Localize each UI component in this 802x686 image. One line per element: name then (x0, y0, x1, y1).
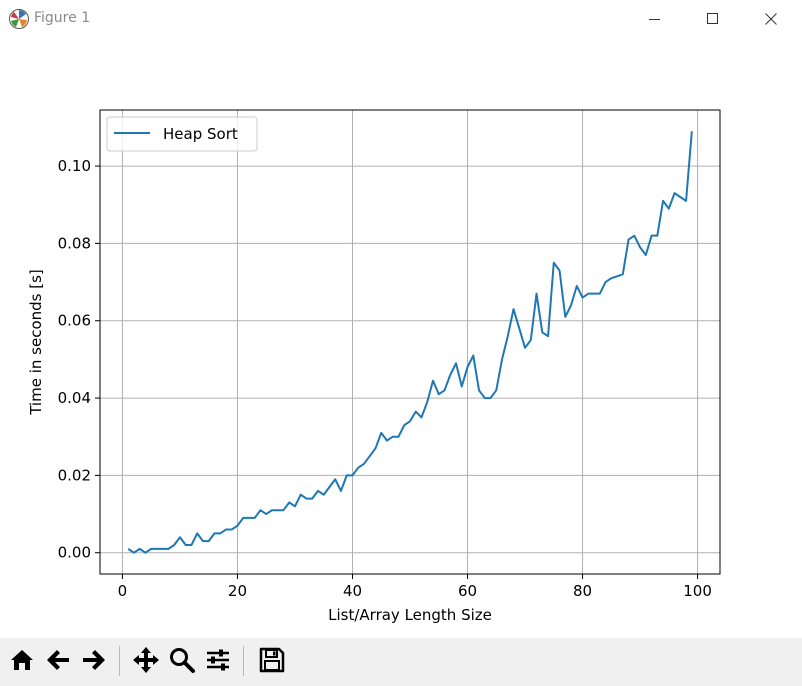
maximize-button[interactable] (684, 0, 742, 38)
x-axis-label: List/Array Length Size (328, 606, 492, 624)
y-tick-label: 0.02 (58, 466, 91, 484)
legend: Heap Sort (106, 116, 258, 152)
axes-frame (99, 109, 721, 575)
zoom-icon (168, 646, 196, 678)
maximize-icon (707, 10, 719, 29)
home-icon (8, 646, 36, 678)
y-tick-label: 0.10 (58, 157, 91, 175)
back-button[interactable] (40, 644, 76, 680)
configure-subplots-icon (204, 646, 232, 678)
zoom-button[interactable] (164, 644, 200, 680)
forward-arrow-icon (80, 646, 108, 678)
x-tick-label: 100 (683, 582, 712, 600)
x-tick-label: 60 (458, 582, 477, 600)
legend-box (106, 116, 258, 152)
pan-icon (132, 646, 160, 678)
pan-button[interactable] (128, 644, 164, 680)
save-button[interactable] (254, 644, 290, 680)
y-axis: 0.00 0.02 0.04 0.06 0.08 0.10 (58, 157, 100, 562)
window-titlebar: Figure 1 (0, 0, 802, 38)
y-tick-label: 0.00 (58, 544, 91, 562)
toolbar-separator (119, 646, 120, 676)
y-tick-label: 0.06 (58, 312, 91, 330)
x-axis: 0 20 40 60 80 100 (118, 574, 712, 600)
window-title: Figure 1 (34, 10, 91, 26)
forward-button[interactable] (76, 644, 112, 680)
save-icon (258, 646, 286, 678)
y-tick-label: 0.04 (58, 389, 91, 407)
figure-canvas[interactable]: 0 20 40 60 80 100 0.00 0.02 0.04 0.06 0.08 0.10 Li… (0, 38, 802, 638)
x-tick-label: 20 (228, 582, 247, 600)
navigation-toolbar (0, 638, 802, 686)
back-arrow-icon (44, 646, 72, 678)
grid-lines (100, 110, 720, 574)
x-tick-label: 80 (573, 582, 592, 600)
x-tick-label: 40 (343, 582, 362, 600)
y-tick-label: 0.08 (58, 234, 91, 252)
x-tick-label: 0 (118, 582, 128, 600)
close-icon (765, 10, 777, 29)
close-button[interactable] (742, 0, 800, 38)
y-axis-label: Time in seconds [s] (27, 269, 45, 416)
home-button[interactable] (4, 644, 40, 680)
legend-entry-label: Heap Sort (163, 125, 238, 143)
minimize-icon (649, 10, 661, 29)
line-chart: 0 20 40 60 80 100 0.00 0.02 0.04 0.06 0.08 0.10 Li… (27, 109, 721, 624)
toolbar-separator (243, 646, 244, 676)
series-line-heap-sort (127, 131, 693, 554)
configure-subplots-button[interactable] (200, 644, 236, 680)
matplotlib-icon (8, 8, 30, 30)
minimize-button[interactable] (626, 0, 684, 38)
